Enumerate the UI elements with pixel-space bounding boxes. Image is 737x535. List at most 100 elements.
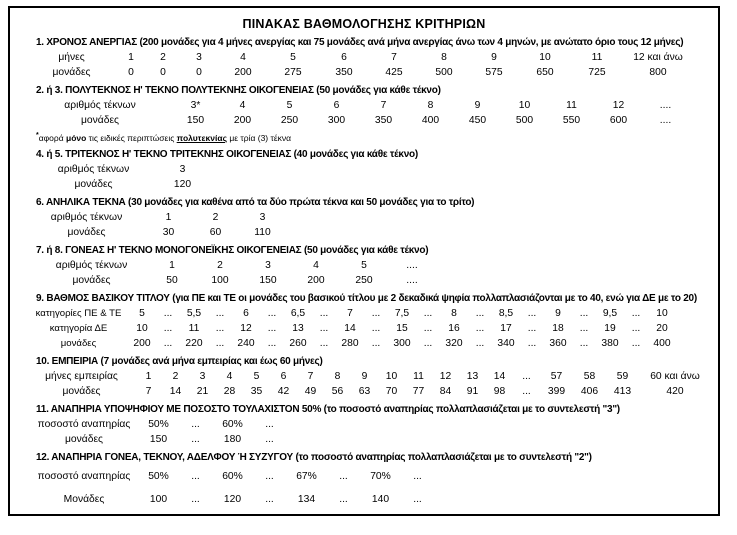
table-row: αριθμός τέκνων 1 2 3 4 5.... [28, 258, 436, 273]
row-label: κατηγορία ΔΕ [49, 322, 108, 334]
value-cell: ... [631, 337, 641, 349]
value-cell: 200 [234, 67, 252, 78]
value-cell: 8,5 [498, 307, 514, 319]
footnote-text: αφορά [38, 132, 66, 143]
value-cell: 7 [380, 100, 387, 111]
row-label: ποσοστό αναπηρίας [37, 418, 131, 430]
value-cell: 2 [217, 259, 223, 271]
value-cell: 49 [304, 385, 317, 397]
section-table: κατηγορίες ΠΕ & ΤΕ 5... 5,5... 6... 6,5... 7.… [28, 306, 675, 351]
value-cell: ... [413, 493, 422, 505]
value-cell: 9 [361, 370, 368, 382]
value-cell: 18 [552, 322, 564, 334]
value-cell: ... [527, 307, 537, 319]
value-cell: 134 [297, 493, 316, 505]
value-cell: 5 [361, 259, 367, 271]
value-cell: ... [631, 307, 641, 319]
value-cell: ... [191, 433, 200, 445]
value-cell: 10 [518, 100, 531, 111]
value-cell: 11 [591, 52, 603, 63]
value-cell: 11 [566, 100, 577, 111]
row-label: μονάδες [52, 67, 91, 78]
value-cell: ... [319, 337, 329, 349]
value-cell: 575 [485, 67, 503, 78]
value-cell: 7 [145, 385, 152, 397]
value-cell: 20 [656, 322, 668, 334]
value-cell: ... [579, 307, 589, 319]
value-cell: 59 [616, 370, 629, 382]
value-cell: 399 [547, 385, 566, 397]
value-cell: 84 [439, 385, 452, 397]
value-cell: .... [659, 100, 672, 111]
value-cell: 3 [179, 163, 186, 175]
value-cell: ... [265, 493, 274, 505]
value-cell: .... [406, 259, 418, 271]
value-cell: 240 [237, 337, 255, 349]
value-cell: 8 [427, 100, 434, 111]
section-anilika-tekna: 6. ΑΝΗΛΙΚΑ ΤΕΚΝΑ (30 μονάδες για καθένα … [28, 197, 718, 240]
value-cell: 500 [435, 67, 453, 78]
value-cell: 180 [223, 433, 242, 445]
value-cell: 3 [259, 211, 266, 223]
value-cell: ... [475, 307, 485, 319]
value-cell: 8 [441, 52, 447, 63]
value-cell: 5 [286, 100, 293, 111]
value-cell: 3 [199, 370, 206, 382]
value-cell: 550 [562, 115, 581, 126]
value-cell: 10 [656, 307, 668, 319]
value-cell: 350 [335, 67, 353, 78]
value-cell: 150 [186, 115, 205, 126]
value-cell: 91 [466, 385, 479, 397]
section-heading: 7. ή 8. ΓΟΝΕΑΣ Η' ΤΕΚΝΟ ΜΟΝΟΓΟΝΕΪΚΗΣ ΟΙΚ… [36, 244, 429, 256]
row-label: κατηγορίες ΠΕ & ΤΕ [35, 307, 122, 319]
value-cell: 6 [341, 52, 347, 63]
row-label: αριθμός τέκνων [57, 163, 130, 175]
value-cell: 340 [497, 337, 515, 349]
value-cell: ... [579, 322, 589, 334]
row-label: μονάδες [72, 274, 111, 286]
table-row: αριθμός τέκνων 3 [28, 162, 206, 177]
value-cell: 5 [139, 307, 145, 319]
value-cell: 2 [212, 211, 219, 223]
value-cell: 400 [653, 337, 671, 349]
section-polyteknos: 2. ή 3. ΠΟΛΥΤΕΚΝΟΣ Η' ΤΕΚΝΟ ΠΟΛΥΤΕΚΝΗΣ Ο… [28, 85, 718, 144]
section-vathmos-titlou: 9. ΒΑΘΜΟΣ ΒΑΣΙΚΟΥ ΤΙΤΛΟΥ (για ΠΕ και ΤΕ … [28, 293, 718, 351]
value-cell: ... [339, 493, 348, 505]
value-cell: 650 [536, 67, 554, 78]
table-row: μονάδες 50 100 150 200 250.... [28, 273, 436, 288]
row-label: μήνες [58, 52, 85, 63]
value-cell: 5 [290, 52, 296, 63]
value-cell: 100 [211, 274, 229, 286]
table-row: αριθμός τέκνων 1 2 3 [28, 210, 286, 225]
value-cell: 150 [259, 274, 277, 286]
value-cell: 425 [385, 67, 403, 78]
value-cell: 63 [358, 385, 371, 397]
value-cell: ... [319, 322, 329, 334]
value-cell: 260 [289, 337, 307, 349]
value-cell: 77 [412, 385, 425, 397]
value-cell: 12 και άνω [633, 52, 683, 63]
section-table: μήνες εμπειρίας 1 2 3 4 5 6 7 8 9 10 11 12 13 14... 57 5… [28, 369, 711, 399]
value-cell: ... [371, 322, 381, 334]
value-cell: 3* [190, 100, 201, 111]
section-heading: 2. ή 3. ΠΟΛΥΤΕΚΝΟΣ Η' ΤΕΚΝΟ ΠΟΛΥΤΕΚΝΗΣ Ο… [36, 85, 441, 96]
value-cell: 600 [609, 115, 628, 126]
row-label: αριθμός τέκνων [55, 259, 128, 271]
table-row: αριθμός τέκνων 3* 4 5 6 7 8 9 10 11 12.... [28, 98, 689, 113]
table-row: κατηγορία ΔΕ 10... 11... 12... 13... 14... 15.… [28, 321, 675, 336]
value-cell: 70% [370, 470, 391, 482]
value-cell: ... [163, 307, 173, 319]
value-cell: ... [215, 322, 225, 334]
value-cell: 10 [385, 370, 398, 382]
value-cell: ... [423, 337, 433, 349]
value-cell: ... [527, 337, 537, 349]
table-row: Μονάδες 100... 120... 134... 140... [28, 488, 436, 511]
value-cell: 1 [169, 259, 175, 271]
value-cell: 6 [243, 307, 249, 319]
value-cell: 3 [196, 52, 202, 63]
value-cell: 5 [253, 370, 260, 382]
row-label: μονάδες [64, 433, 104, 445]
value-cell: 200 [233, 115, 252, 126]
table-row: μονάδες 150... 180... [28, 432, 288, 447]
value-cell: 57 [550, 370, 563, 382]
